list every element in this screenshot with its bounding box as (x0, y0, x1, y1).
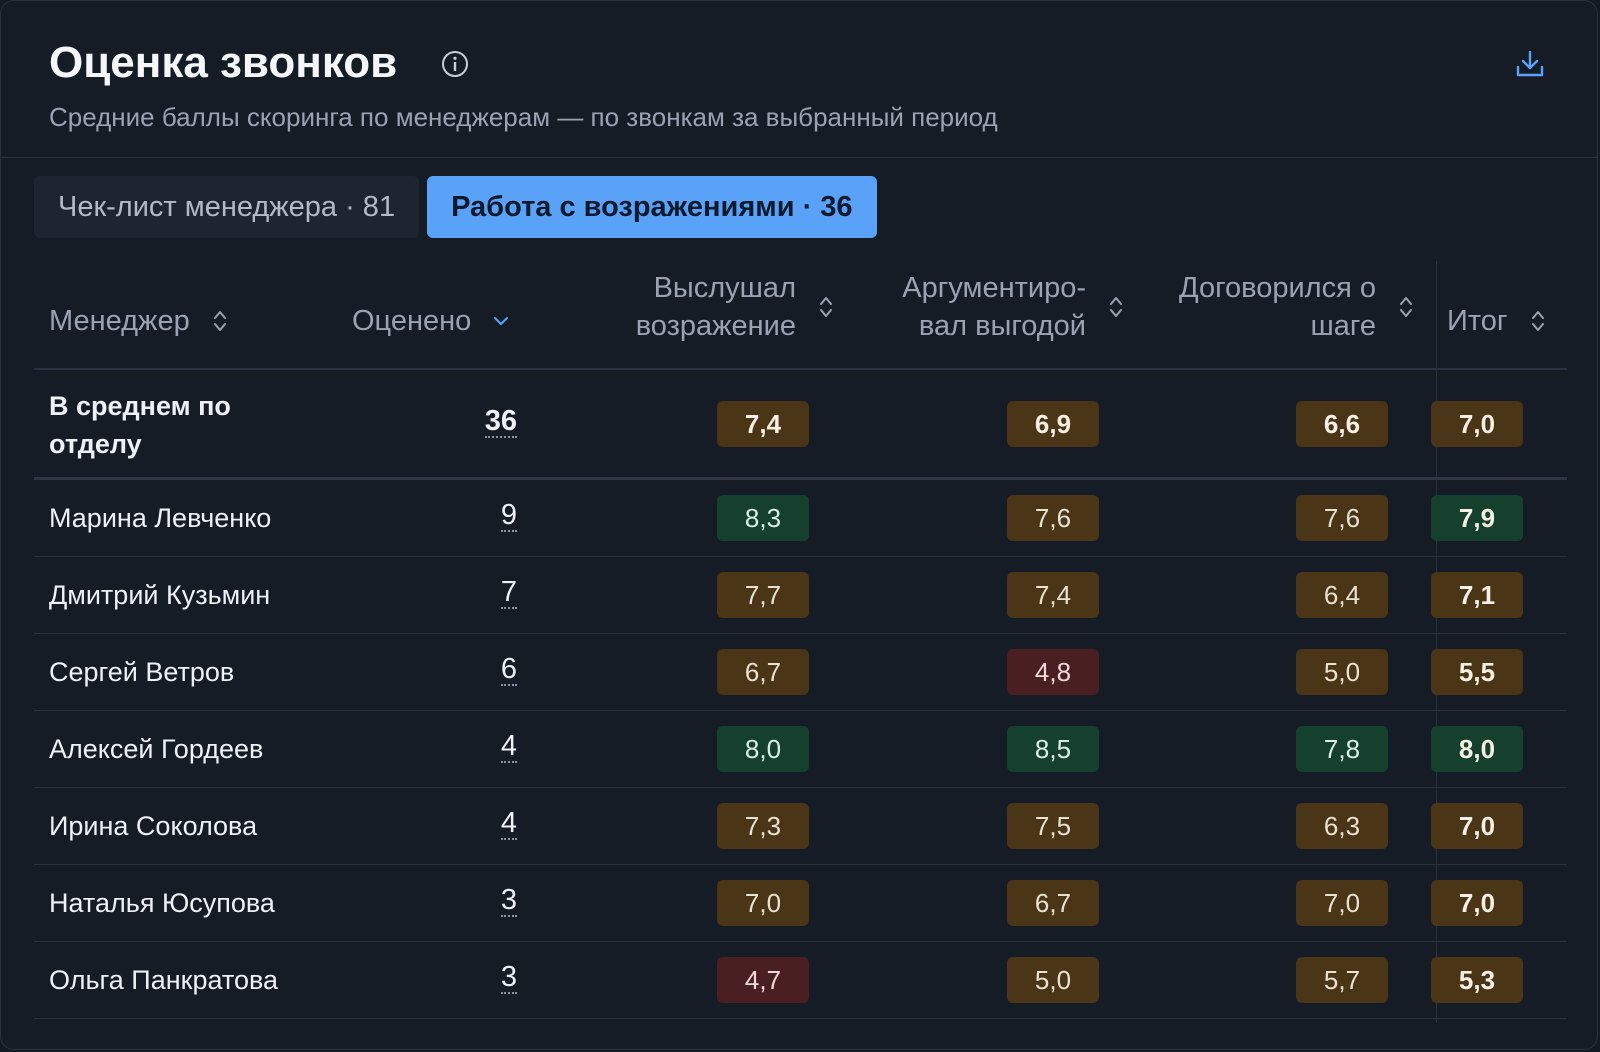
score-badge: 7,6 (1007, 495, 1099, 541)
rated-count[interactable]: 3 (500, 961, 517, 994)
score-badge: 6,6 (1296, 401, 1388, 447)
rated-count[interactable]: 7 (500, 576, 517, 609)
score-badge: 8,0 (717, 726, 809, 772)
chevron-down-icon (494, 317, 509, 325)
column-header-manager[interactable]: Менеджер (49, 302, 228, 340)
rated-count[interactable]: 36 (484, 405, 517, 438)
table-row-average: В среднем по отделу 36 7,4 6,9 6,6 7,0 (34, 370, 1567, 480)
score-badge: 6,3 (1296, 803, 1388, 849)
table-row[interactable]: Ирина Соколова 4 7,3 7,5 6,3 7,0 (34, 788, 1567, 865)
score-badge: 5,0 (1007, 957, 1099, 1003)
manager-rows: Марина Левченко 9 8,3 7,6 7,6 7,9 Дмитри… (34, 480, 1567, 1019)
column-header-total[interactable]: Итог (1447, 302, 1546, 340)
score-badge: 4,8 (1007, 649, 1099, 695)
total-score-badge: 8,0 (1431, 726, 1523, 772)
column-header-agreed-line1: Договорился о (1178, 272, 1376, 304)
sort-icon (1110, 297, 1122, 317)
total-score-badge: 7,9 (1431, 495, 1523, 541)
rated-count[interactable]: 6 (500, 653, 517, 686)
column-header-total-label: Итог (1447, 305, 1508, 337)
column-header-agreed-step-label: Договорился о шаге (1179, 269, 1376, 345)
rated-count[interactable]: 4 (500, 807, 517, 840)
card-header: Оценка звонков Средние баллы скоринга по… (1, 1, 1597, 158)
column-header-listened-label: Выслушал возражение (636, 269, 796, 345)
score-badge: 8,5 (1007, 726, 1099, 772)
table-row[interactable]: Сергей Ветров 6 6,7 4,8 5,0 5,5 (34, 634, 1567, 711)
sort-icon (1531, 311, 1544, 331)
column-header-listened-line1: Выслушал (653, 272, 796, 304)
score-badge: 4,7 (717, 957, 809, 1003)
column-header-argued-line1: Аргументиро- (902, 272, 1086, 304)
manager-name: Дмитрий Кузьмин (49, 580, 271, 610)
column-header-listened-line2: возражение (635, 310, 796, 342)
total-score-badge: 5,5 (1431, 649, 1523, 695)
column-header-agreed-line2: шаге (1310, 310, 1376, 342)
sort-icon (820, 297, 832, 317)
manager-name: Наталья Юсупова (49, 888, 275, 918)
score-badge: 5,7 (1296, 957, 1388, 1003)
column-header-agreed-step[interactable]: Договорился о шаге (1179, 269, 1414, 345)
score-badge: 7,8 (1296, 726, 1388, 772)
info-icon[interactable] (441, 50, 469, 78)
total-score-badge: 7,0 (1431, 401, 1523, 447)
table-row[interactable]: Алексей Гордеев 4 8,0 8,5 7,8 8,0 (34, 711, 1567, 788)
score-badge: 7,6 (1296, 495, 1388, 541)
tab-objection-handling[interactable]: Работа с возражениями · 36 (427, 176, 877, 238)
total-column-divider (1436, 261, 1437, 1023)
column-header-argued-benefit[interactable]: Аргументиро- вал выгодой (902, 269, 1124, 345)
score-badge: 7,3 (717, 803, 809, 849)
rated-count[interactable]: 9 (500, 499, 517, 532)
score-badge: 7,4 (1007, 572, 1099, 618)
download-icon[interactable] (1513, 47, 1547, 81)
score-badge: 7,0 (717, 880, 809, 926)
table-header: Менеджер Оценено Выслушал возражение Арг… (34, 261, 1567, 370)
manager-name: Алексей Гордеев (49, 734, 264, 764)
total-score-badge: 7,1 (1431, 572, 1523, 618)
column-header-rated-label: Оценено (352, 305, 472, 337)
table-row[interactable]: Марина Левченко 9 8,3 7,6 7,6 7,9 (34, 480, 1567, 557)
column-header-listened[interactable]: Выслушал возражение (636, 269, 834, 345)
manager-name: Сергей Ветров (49, 657, 235, 687)
table-row[interactable]: Дмитрий Кузьмин 7 7,7 7,4 6,4 7,1 (34, 557, 1567, 634)
total-score-badge: 7,0 (1431, 880, 1523, 926)
score-badge: 6,9 (1007, 401, 1099, 447)
score-badge: 6,4 (1296, 572, 1388, 618)
score-badge: 6,7 (717, 649, 809, 695)
column-header-argued-benefit-label: Аргументиро- вал выгодой (902, 269, 1086, 345)
manager-name: Ирина Соколова (49, 811, 258, 841)
table-row[interactable]: Наталья Юсупова 3 7,0 6,7 7,0 7,0 (34, 865, 1567, 942)
manager-name: Ольга Панкратова (49, 965, 279, 995)
tab-manager-checklist[interactable]: Чек-лист менеджера · 81 (34, 176, 420, 238)
score-badge: 7,7 (717, 572, 809, 618)
column-header-argued-line2: вал выгодой (918, 310, 1086, 342)
score-badge: 5,0 (1296, 649, 1388, 695)
page-subtitle: Средние баллы скоринга по менеджерам — п… (49, 102, 998, 132)
average-label: В среднем по отделу (49, 391, 231, 459)
scores-table: Менеджер Оценено Выслушал возражение Арг… (34, 261, 1567, 1023)
manager-name: Марина Левченко (49, 503, 272, 533)
score-badge: 6,7 (1007, 880, 1099, 926)
sort-icon (213, 311, 226, 331)
page-title: Оценка звонков (49, 38, 398, 87)
score-badge: 8,3 (717, 495, 809, 541)
rated-count[interactable]: 3 (500, 884, 517, 917)
rated-count[interactable]: 4 (500, 730, 517, 763)
column-header-manager-label: Менеджер (49, 305, 190, 337)
column-header-rated[interactable]: Оценено (352, 302, 509, 340)
score-badge: 7,0 (1296, 880, 1388, 926)
total-score-badge: 7,0 (1431, 803, 1523, 849)
sort-icon (1400, 297, 1412, 317)
score-badge: 7,4 (717, 401, 809, 447)
total-score-badge: 5,3 (1431, 957, 1523, 1003)
tabs: Чек-лист менеджера · 81 Работа с возраже… (34, 176, 877, 238)
table-row[interactable]: Ольга Панкратова 3 4,7 5,0 5,7 5,3 (34, 942, 1567, 1019)
score-badge: 7,5 (1007, 803, 1099, 849)
